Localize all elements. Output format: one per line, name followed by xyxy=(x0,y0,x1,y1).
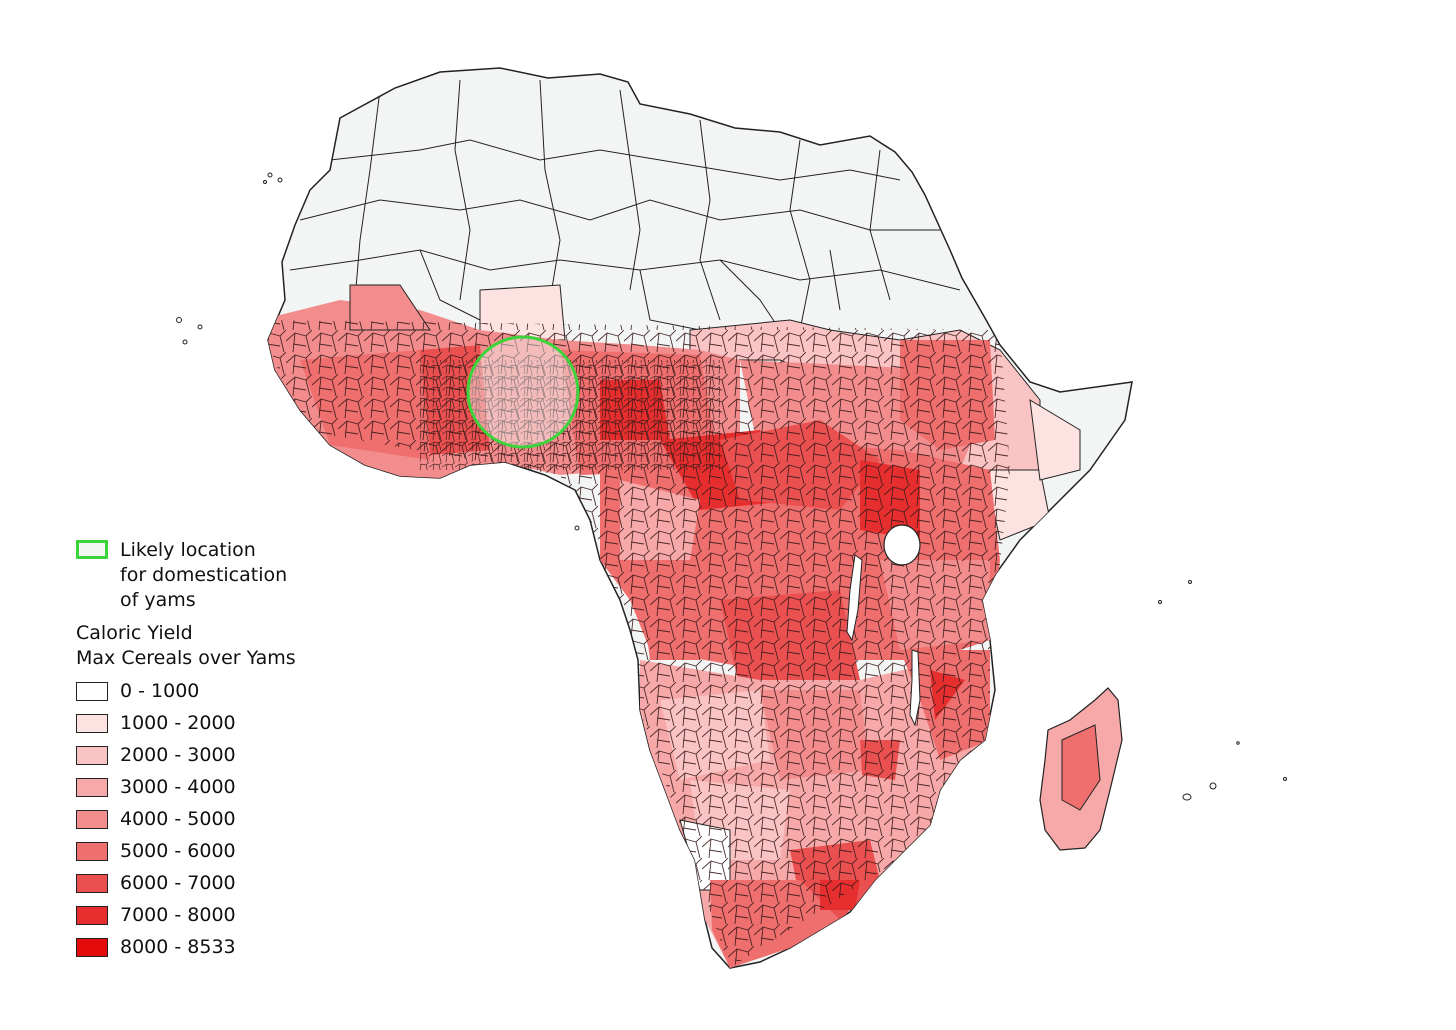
green-outline-swatch xyxy=(76,540,108,559)
site-line-3: of yams xyxy=(120,589,196,611)
legend-swatch xyxy=(76,713,108,733)
site-legend: Likely location for domestication of yam… xyxy=(76,538,296,613)
lake-victoria xyxy=(883,524,921,566)
legend-swatch xyxy=(76,841,108,861)
legend-class-label: 3000 - 4000 xyxy=(120,776,236,798)
legend-class-row: 5000 - 6000 xyxy=(76,835,296,867)
legend-class-label: 4000 - 5000 xyxy=(120,808,236,830)
legend-swatch xyxy=(76,681,108,701)
legend-class-label: 5000 - 6000 xyxy=(120,840,236,862)
legend-swatch xyxy=(76,745,108,765)
legend-swatch xyxy=(76,809,108,829)
lake-tanganyika xyxy=(846,554,863,642)
legend-class-row: 4000 - 5000 xyxy=(76,803,296,835)
legend-swatch xyxy=(76,905,108,925)
legend-title-line-2: Max Cereals over Yams xyxy=(76,647,296,669)
legend-class-row: 7000 - 8000 xyxy=(76,899,296,931)
legend-class-row: 8000 - 8533 xyxy=(76,931,296,963)
map-legend: Likely location for domestication of yam… xyxy=(76,538,296,963)
legend-class-label: 6000 - 7000 xyxy=(120,872,236,894)
legend-class-label: 2000 - 3000 xyxy=(120,744,236,766)
legend-class-row: 0 - 1000 xyxy=(76,675,296,707)
legend-swatch xyxy=(76,937,108,957)
map-regions xyxy=(268,79,1081,968)
site-line-2: for domestication xyxy=(120,564,288,586)
legend-class-row: 1000 - 2000 xyxy=(76,707,296,739)
legend-swatch xyxy=(76,777,108,797)
islands xyxy=(176,172,1287,801)
legend-class-row: 2000 - 3000 xyxy=(76,739,296,771)
legend-title-line-1: Caloric Yield xyxy=(76,622,193,644)
yam-domestication-circle xyxy=(466,335,580,449)
lake-malawi xyxy=(909,649,921,727)
legend-class-label: 7000 - 8000 xyxy=(120,904,236,926)
legend-class-label: 1000 - 2000 xyxy=(120,712,236,734)
legend-classes: 0 - 1000 1000 - 2000 2000 - 3000 3000 - 400… xyxy=(76,675,296,963)
legend-class-row: 6000 - 7000 xyxy=(76,867,296,899)
legend-swatch xyxy=(76,873,108,893)
legend-class-label: 8000 - 8533 xyxy=(120,936,236,958)
site-line-1: Likely location xyxy=(120,539,256,561)
legend-class-label: 0 - 1000 xyxy=(120,680,200,702)
legend-title: Caloric Yield Max Cereals over Yams xyxy=(76,621,296,671)
legend-class-row: 3000 - 4000 xyxy=(76,771,296,803)
